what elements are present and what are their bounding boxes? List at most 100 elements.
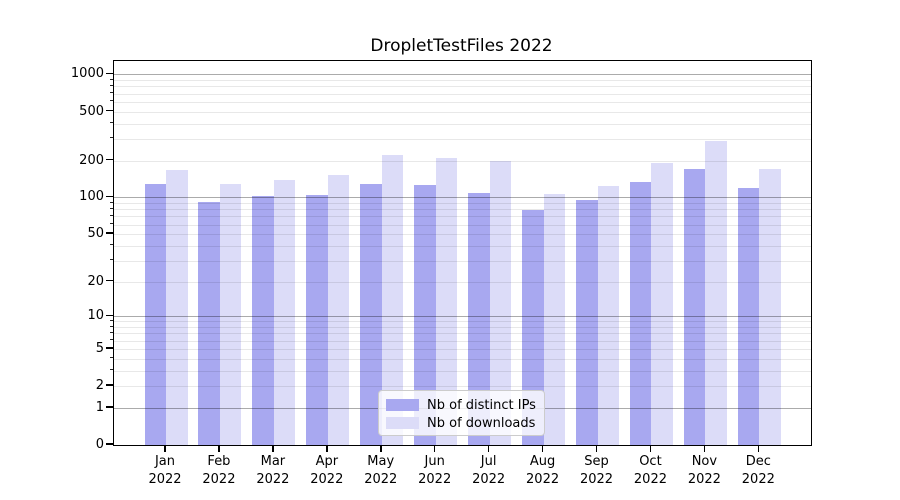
gridline-minor <box>114 245 811 247</box>
gridline-major <box>114 197 811 199</box>
gridline-minor <box>114 348 811 350</box>
y-tick-label: 10 <box>87 308 104 324</box>
x-tick-mark <box>703 445 706 452</box>
bar-downloads <box>705 140 727 445</box>
y-tick-mark <box>106 443 113 445</box>
bar-downloads <box>166 169 188 445</box>
gridline-minor <box>114 101 811 103</box>
x-tick-label: May 2022 <box>364 454 398 487</box>
x-tick-label: Nov 2022 <box>687 454 721 487</box>
y-minor-tick-mark <box>109 92 113 94</box>
bar-distinct-ips <box>737 188 760 445</box>
bar-distinct-ips <box>360 184 382 445</box>
gridline-minor <box>114 216 811 218</box>
bar-distinct-ips <box>576 200 598 445</box>
x-tick-label: Apr 2022 <box>310 454 344 487</box>
legend-label: Nb of downloads <box>427 415 536 431</box>
gridline-major <box>114 316 811 318</box>
y-minor-tick-mark <box>109 259 113 261</box>
y-tick-mark <box>106 406 113 408</box>
bar-distinct-ips <box>522 209 544 445</box>
y-tick-mark <box>106 314 113 317</box>
gridline-minor <box>114 333 811 335</box>
y-minor-tick-mark <box>109 214 113 216</box>
y-minor-tick-mark <box>109 159 113 161</box>
plot-area <box>113 60 812 446</box>
bar-distinct-ips <box>144 184 166 445</box>
x-tick-mark <box>433 445 436 452</box>
x-tick-label: Dec 2022 <box>741 454 775 487</box>
bar-distinct-ips <box>252 196 274 445</box>
y-tick-label: 200 <box>79 152 104 168</box>
gridline-major <box>114 74 811 76</box>
y-minor-tick-mark <box>109 244 113 246</box>
bar-distinct-ips <box>629 181 652 445</box>
x-tick-mark <box>272 445 274 452</box>
y-minor-tick-mark <box>109 280 113 282</box>
y-minor-tick-mark <box>109 78 113 80</box>
gridline-minor <box>114 340 811 342</box>
bar-downloads <box>759 168 781 445</box>
y-minor-tick-mark <box>109 100 113 102</box>
y-minor-tick-mark <box>109 223 113 224</box>
chart-title: DropletTestFiles 2022 <box>370 36 553 56</box>
legend-entry: Nb of downloads <box>386 414 544 432</box>
bar-distinct-ips <box>306 195 328 445</box>
bar-downloads <box>327 175 350 445</box>
gridline-minor <box>114 93 811 95</box>
y-tick-label: 5 <box>95 340 104 356</box>
gridline-minor <box>114 327 811 329</box>
x-tick-label: Aug 2022 <box>526 454 560 487</box>
x-tick-label: Sep 2022 <box>579 454 614 487</box>
bar-downloads <box>543 194 566 445</box>
y-minor-tick-mark <box>109 325 113 327</box>
y-minor-tick-mark <box>109 110 113 112</box>
bar-downloads <box>273 179 296 445</box>
y-tick-label: 50 <box>87 226 104 242</box>
x-tick-label: Feb 2022 <box>202 454 236 487</box>
legend-swatch <box>386 417 419 429</box>
gridline-minor <box>114 80 811 82</box>
bar-downloads <box>435 158 458 445</box>
gridline-minor <box>114 123 811 125</box>
y-minor-tick-mark <box>109 339 113 341</box>
bar-distinct-ips <box>468 193 490 445</box>
y-tick-label: 20 <box>87 273 104 289</box>
gridline-minor <box>114 160 811 162</box>
bar-distinct-ips <box>198 202 220 445</box>
x-tick-label: Mar 2022 <box>256 454 290 487</box>
y-tick-mark <box>106 195 113 198</box>
y-tick-label: 1000 <box>70 66 104 82</box>
x-tick-mark <box>487 445 490 452</box>
y-tick-label: 0 <box>95 437 104 452</box>
y-minor-tick-mark <box>109 137 113 139</box>
gridline-minor <box>114 321 811 323</box>
y-minor-tick-mark <box>109 122 113 123</box>
x-tick-mark <box>595 445 598 452</box>
x-tick-mark <box>757 445 760 452</box>
gridline-minor <box>114 138 811 140</box>
bar-downloads <box>219 184 242 445</box>
x-tick-label: Jan 2022 <box>148 454 182 487</box>
gridline-minor <box>114 203 811 205</box>
y-minor-tick-mark <box>109 369 113 371</box>
y-minor-tick-mark <box>109 232 113 234</box>
legend: Nb of distinct IPs Nb of downloads <box>378 390 545 436</box>
y-minor-tick-mark <box>109 357 113 359</box>
gridline-minor <box>114 86 811 88</box>
y-tick-label: 500 <box>79 103 104 119</box>
x-tick-mark <box>218 445 220 452</box>
y-tick-mark <box>106 72 113 75</box>
x-tick-mark <box>326 445 328 452</box>
y-minor-tick-mark <box>109 201 113 203</box>
y-tick-label: 100 <box>79 189 104 205</box>
legend-label: Nb of distinct IPs <box>427 397 536 413</box>
bar-downloads <box>597 186 620 445</box>
y-minor-tick-mark <box>109 384 113 386</box>
gridline-minor <box>114 260 811 262</box>
x-tick-mark <box>649 445 652 452</box>
legend-swatch <box>386 399 419 411</box>
bar-distinct-ips <box>414 185 436 445</box>
bar-downloads <box>651 163 673 445</box>
x-tick-mark <box>380 445 382 452</box>
